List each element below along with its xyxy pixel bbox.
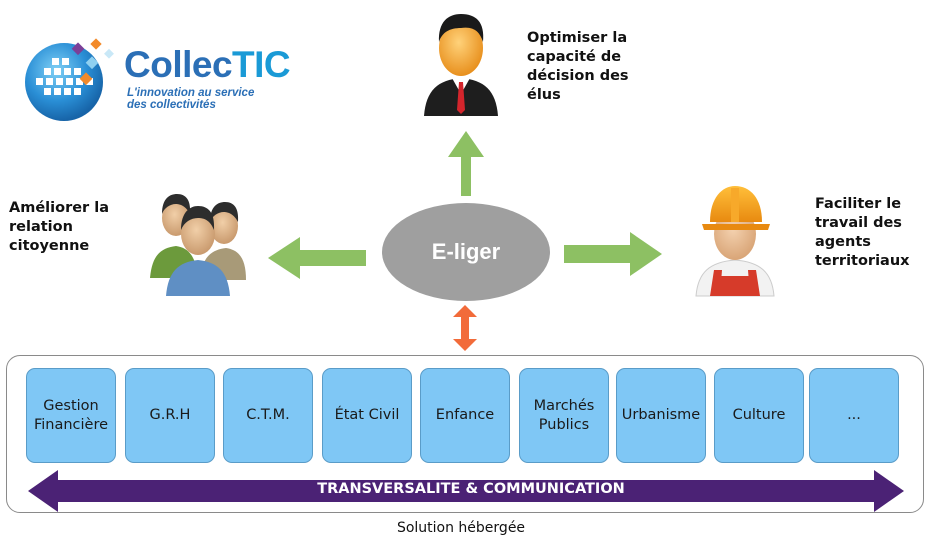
module-label: Gestion Financière [33, 397, 109, 433]
goal-right-label: Faciliter le travail des agents territor… [815, 196, 910, 269]
module-label: Urbanisme [621, 407, 701, 423]
module-urbanisme: Urbanisme [616, 368, 706, 463]
logo-tagline: L'innovation au service des collectivité… [127, 87, 267, 111]
module-ctm: C.T.M. [223, 368, 313, 463]
transversality-band [28, 470, 904, 512]
arrow-left [268, 237, 366, 279]
logo-wordmark: CollecTIC [124, 44, 291, 86]
module-more: ... [809, 368, 899, 463]
logo-tagline-line2: des collectivités [127, 99, 216, 111]
module-grh: G.R.H [125, 368, 215, 463]
module-marches-publics: Marchés Publics [519, 368, 609, 463]
band-label: TRANSVERSALITE & COMMUNICATION [317, 481, 625, 497]
module-etat-civil: État Civil [322, 368, 412, 463]
module-label: Culture [732, 407, 786, 423]
logo-name-part2: TIC [232, 44, 291, 85]
module-enfance: Enfance [420, 368, 510, 463]
module-label: Marchés Publics [533, 397, 595, 433]
module-gestion-financiere: Gestion Financière [26, 368, 116, 463]
construction-worker-icon [695, 186, 775, 297]
logo-name-part1: Collec [124, 44, 233, 85]
arrow-up [448, 131, 484, 196]
collectic-logo [22, 36, 332, 126]
module-label: G.R.H [149, 407, 191, 423]
logo-globe-icon [25, 38, 114, 121]
module-label: État Civil [334, 407, 400, 423]
arrow-right [564, 232, 662, 276]
goal-top-label: Optimiser la capacité de décision des él… [527, 30, 629, 103]
logo-tagline-line1: L'innovation au service [127, 87, 255, 99]
module-label: C.T.M. [246, 407, 290, 423]
module-label: ... [847, 407, 861, 423]
arrow-bidirectional [453, 305, 477, 351]
citizens-group-icon [150, 194, 246, 296]
module-culture: Culture [714, 368, 804, 463]
businessman-icon [424, 14, 498, 116]
center-node: E-liger [382, 203, 550, 301]
module-label: Enfance [435, 407, 495, 423]
caption: Solution hébergée [396, 520, 526, 536]
goal-left-label: Améliorer la relation citoyenne [9, 200, 110, 254]
center-label: E-liger [431, 239, 501, 264]
